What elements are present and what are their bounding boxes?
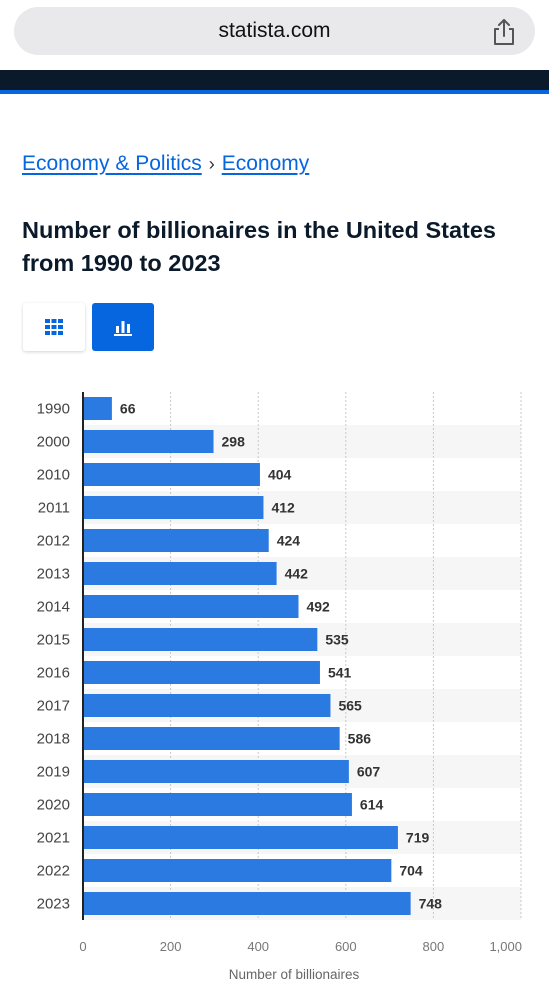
bar [84, 661, 320, 684]
value-label: 492 [306, 599, 330, 615]
site-navbar [0, 70, 549, 90]
page-title: Number of billionaires in the United Sta… [22, 217, 496, 276]
share-icon[interactable] [491, 18, 517, 46]
year-label: 2014 [37, 599, 70, 616]
table-view-button[interactable] [23, 303, 85, 351]
year-label: 2018 [37, 731, 70, 748]
bar [84, 826, 398, 849]
year-label: 2017 [37, 698, 70, 715]
value-label: 607 [357, 764, 381, 780]
bar [84, 727, 340, 750]
x-tick-label: 0 [79, 939, 86, 954]
value-label: 541 [328, 665, 352, 681]
year-label: 2012 [37, 533, 70, 550]
year-label: 1990 [37, 401, 70, 418]
breadcrumb-economy[interactable]: Economy [221, 152, 310, 175]
value-label: 424 [277, 533, 301, 549]
chart-view-button[interactable] [92, 303, 154, 351]
browser-chrome: statista.com [0, 0, 549, 70]
value-label: 565 [338, 698, 362, 714]
value-label: 66 [120, 401, 136, 417]
bar [84, 529, 269, 552]
breadcrumb-economy-politics[interactable]: Economy & Politics [22, 152, 202, 175]
bar [84, 562, 277, 585]
bar [84, 496, 264, 519]
navbar-accent-line [0, 90, 549, 94]
value-label: 535 [325, 632, 349, 648]
bar [84, 694, 331, 717]
bar [84, 760, 349, 783]
x-tick-label: 800 [423, 939, 445, 954]
bar [84, 859, 392, 882]
x-axis-title: Number of billionaires [229, 967, 360, 980]
value-label: 719 [406, 830, 430, 846]
year-label: 2023 [37, 896, 70, 913]
year-label: 2015 [37, 632, 70, 649]
grid-icon [45, 319, 63, 335]
value-label: 586 [348, 731, 372, 747]
value-label: 748 [419, 896, 443, 912]
value-label: 614 [360, 797, 384, 813]
breadcrumb-separator: › [208, 154, 215, 174]
value-label: 412 [271, 500, 295, 516]
year-label: 2011 [38, 500, 70, 517]
x-tick-label: 600 [335, 939, 357, 954]
year-label: 2013 [37, 566, 70, 583]
bar-chart-icon [114, 321, 132, 336]
x-tick-label: 400 [247, 939, 269, 954]
bar [84, 397, 112, 420]
value-label: 442 [285, 566, 309, 582]
address-bar[interactable]: statista.com [14, 7, 535, 55]
year-label: 2021 [37, 830, 70, 847]
value-label: 404 [268, 467, 292, 483]
bar [84, 430, 214, 453]
year-label: 2020 [37, 797, 70, 814]
bar [84, 892, 411, 915]
breadcrumb: Economy & Politics › Economy [22, 152, 309, 176]
year-label: 2022 [37, 863, 70, 880]
bar [84, 793, 352, 816]
url-text[interactable]: statista.com [218, 19, 331, 42]
year-label: 2010 [37, 467, 70, 484]
year-label: 2000 [37, 434, 70, 451]
value-label: 704 [399, 863, 423, 879]
year-label: 2016 [37, 665, 70, 682]
x-tick-label: 1,000 [489, 939, 522, 954]
year-label: 2019 [37, 764, 70, 781]
bar [84, 628, 318, 651]
bar [84, 595, 299, 618]
value-label: 298 [222, 434, 246, 450]
bar [84, 463, 260, 486]
x-tick-label: 200 [160, 939, 182, 954]
